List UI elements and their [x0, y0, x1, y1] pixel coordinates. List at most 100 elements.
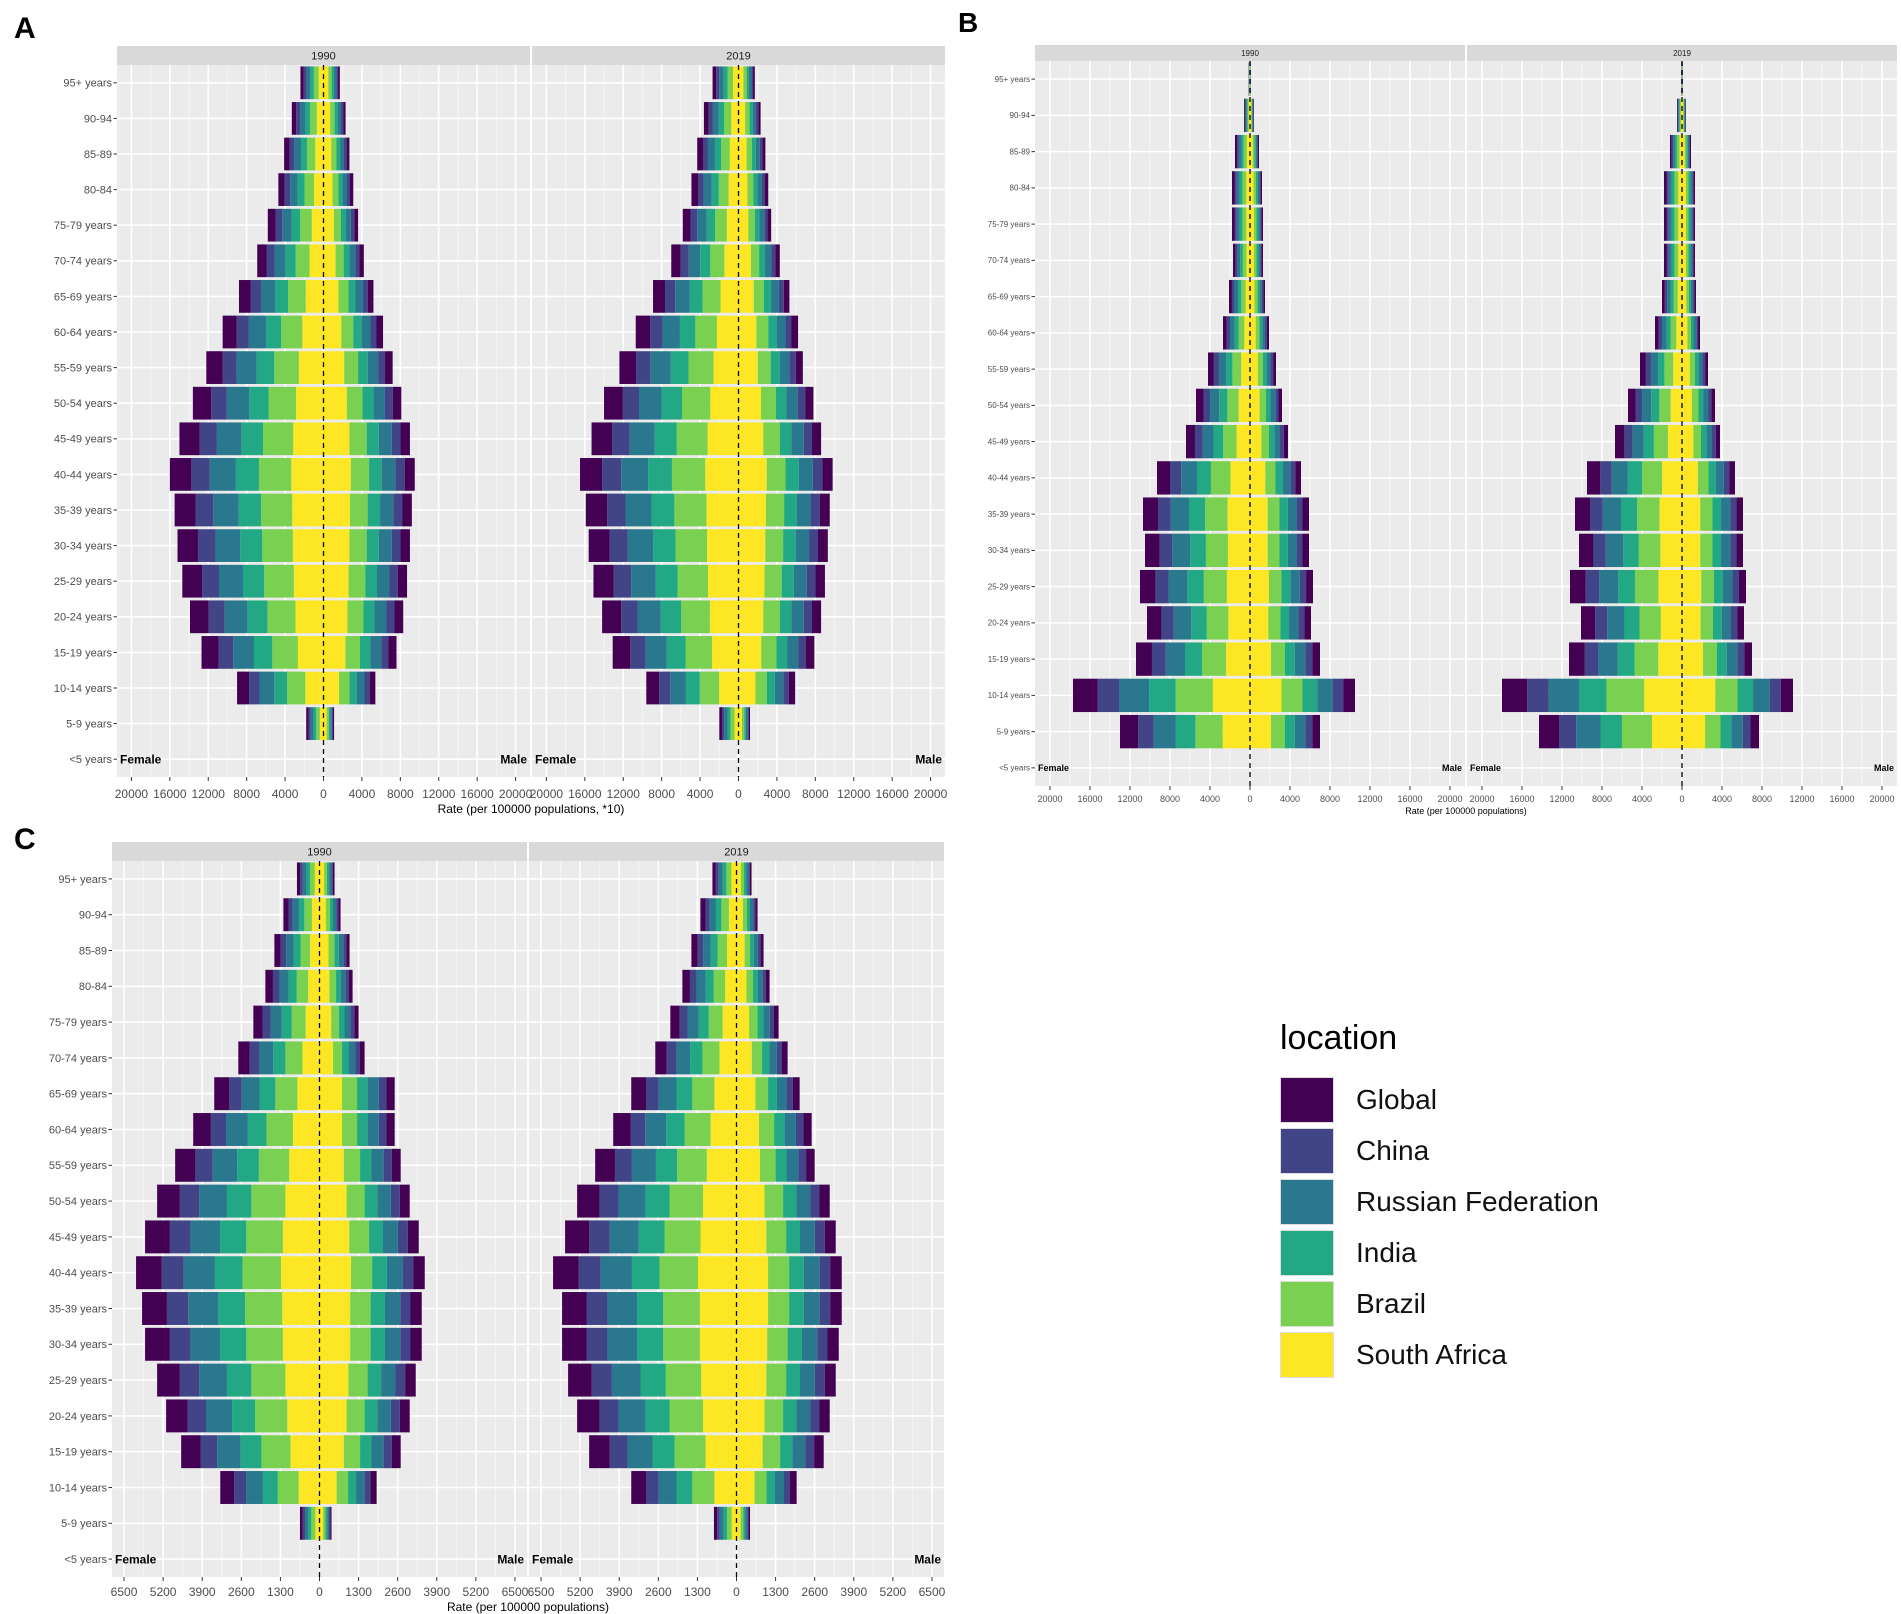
bar-female-brazil [264, 564, 294, 598]
bar-male-india [775, 386, 787, 420]
bar-female-brazil [287, 671, 306, 705]
bar-female-russian-federation [658, 1471, 677, 1504]
bar-female-south-africa [712, 636, 739, 669]
bar-female-russian-federation [1245, 98, 1247, 133]
bar-female-russian-federation [1119, 678, 1150, 713]
bar-male-russian-federation [376, 564, 390, 598]
bar-male-south-africa [738, 707, 742, 740]
bar-female-brazil [727, 66, 734, 100]
bar-female-global [1136, 642, 1152, 676]
y-tick-label: <5 years [999, 764, 1030, 773]
bar-female-south-africa [728, 898, 737, 932]
bar-male-brazil [342, 1077, 358, 1111]
x-tick-label: 16000 [1397, 794, 1422, 804]
x-tick-label: 6500 [502, 1585, 529, 1599]
bar-female-brazil [684, 1113, 711, 1146]
bar-female-india [653, 529, 676, 562]
bar-female-south-africa [1678, 243, 1682, 278]
bar-male-china [1257, 134, 1259, 169]
bar-female-china [614, 1148, 632, 1182]
bar-male-global [748, 1506, 751, 1540]
bar-female-brazil [675, 529, 708, 562]
bar-female-brazil [663, 1292, 700, 1325]
y-tick-label: 95+ years [63, 78, 112, 90]
bar-male-global [346, 137, 350, 171]
bar-male-china [1260, 243, 1262, 278]
bar-male-china [814, 1220, 825, 1254]
bar-male-russian-federation [381, 1363, 396, 1397]
bar-female-south-africa [705, 1435, 737, 1469]
bar-male-india [757, 1005, 764, 1039]
bar-female-brazil [1634, 569, 1659, 604]
bar-female-china [200, 1435, 218, 1469]
bar-female-russian-federation [703, 173, 712, 206]
bar-male-brazil [351, 1256, 373, 1290]
bar-male-south-africa [323, 386, 347, 420]
bar-female-india [226, 1184, 252, 1218]
bar-female-brazil [267, 600, 296, 634]
y-tick-label: 50-54 years [49, 1196, 108, 1208]
bar-male-global [1729, 461, 1735, 495]
bar-male-russian-federation [1721, 533, 1731, 568]
bar-female-india [637, 1327, 664, 1361]
bar-male-china [383, 1148, 392, 1182]
bar-female-india [1246, 98, 1248, 133]
y-tick-label: 65-69 years [54, 291, 113, 303]
bar-female-russian-federation [1602, 497, 1622, 531]
bar-male-brazil [347, 600, 364, 634]
male-label: Male [500, 752, 527, 766]
bar-male-china [362, 280, 368, 313]
bar-male-global [399, 1184, 410, 1218]
bar-male-brazil [324, 862, 328, 896]
bar-male-brazil [350, 458, 370, 491]
x-tick-label: 4000 [272, 787, 299, 801]
bar-female-china [716, 66, 720, 100]
bar-female-india [243, 564, 265, 598]
bar-female-russian-federation [236, 351, 257, 384]
bar-female-russian-federation [703, 934, 711, 967]
bar-male-russian-federation [791, 422, 804, 456]
bar-male-china [797, 386, 806, 420]
bar-female-india [275, 280, 289, 313]
bar-female-india [1617, 642, 1635, 676]
bar-female-south-africa [293, 422, 324, 456]
bar-male-global [354, 1005, 359, 1039]
bar-female-brazil [1674, 207, 1679, 241]
bar-female-india [253, 636, 273, 669]
bar-male-south-africa [1250, 461, 1266, 495]
bar-male-south-africa [1682, 642, 1703, 676]
bar-female-india [676, 1077, 693, 1111]
bar-male-china [393, 493, 403, 527]
legend-label: Russian Federation [1356, 1185, 1599, 1217]
bar-female-global [267, 208, 276, 242]
bar-female-brazil [1205, 497, 1228, 531]
bar-female-india [240, 1435, 262, 1469]
legend-item-india: India [1280, 1227, 1700, 1278]
bar-male-brazil [346, 386, 363, 420]
bar-male-china [355, 1041, 360, 1075]
y-tick-label: 90-94 [79, 910, 107, 922]
bar-male-global [1278, 388, 1282, 423]
bar-male-india [1285, 642, 1295, 676]
bar-female-global [1186, 424, 1195, 459]
y-tick-label: 40-44 years [988, 474, 1030, 483]
bar-male-india [1256, 243, 1259, 278]
bar-male-china [783, 671, 789, 705]
bar-female-brazil [659, 1256, 698, 1290]
bar-female-russian-federation [1642, 388, 1652, 423]
bar-female-brazil [300, 208, 312, 242]
bar-female-brazil [1621, 714, 1652, 749]
bar-female-brazil [304, 898, 312, 932]
bar-female-china [1593, 533, 1606, 568]
bar-male-global [407, 1220, 419, 1254]
bar-male-china [386, 600, 395, 634]
bar-female-brazil [730, 707, 735, 740]
y-tick-label: 40-44 years [54, 469, 113, 481]
bar-female-india [240, 529, 263, 562]
bar-male-brazil [350, 1327, 371, 1361]
bar-male-india [781, 564, 794, 598]
facet-strip [112, 842, 527, 861]
bar-female-south-africa [296, 386, 324, 420]
bar-male-india [1717, 642, 1727, 676]
